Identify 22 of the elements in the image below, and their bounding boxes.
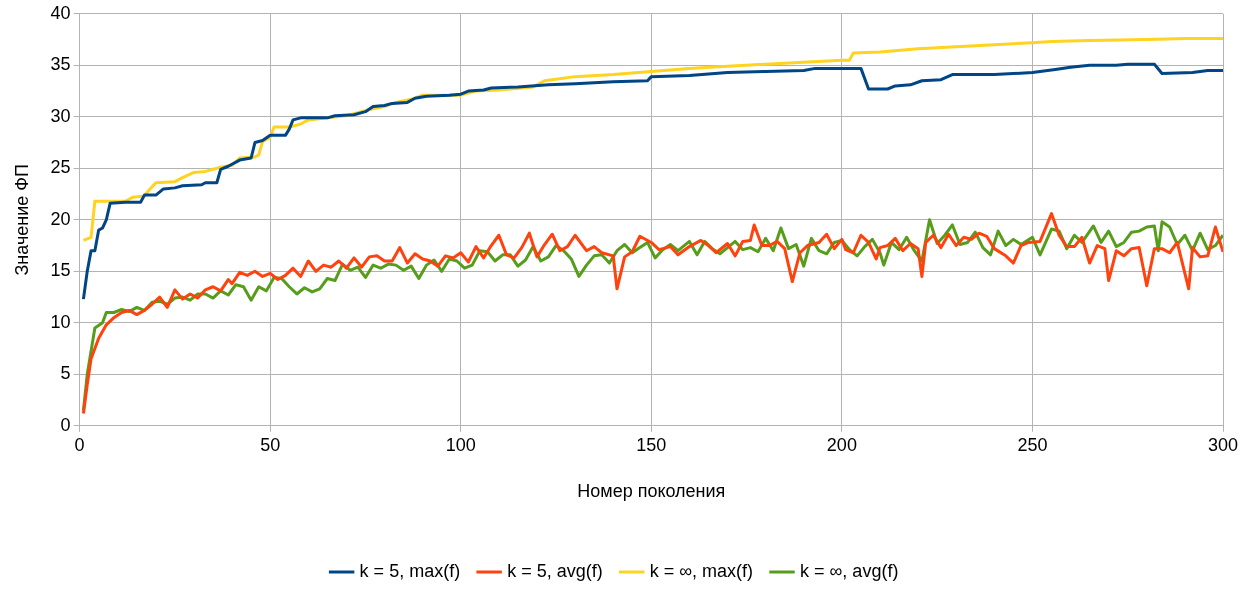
y-tick-label: 10 xyxy=(50,311,71,332)
y-axis-title: Значение ФП xyxy=(11,164,32,276)
x-tick-label: 250 xyxy=(1017,434,1048,455)
x-tick-label: 200 xyxy=(826,434,857,455)
legend-label: k = 5, avg(f) xyxy=(507,560,603,581)
x-tick-label: 150 xyxy=(636,434,667,455)
y-tick-label: 30 xyxy=(50,105,71,126)
y-tick-label: 35 xyxy=(50,54,71,75)
legend-label: k = ∞, max(f) xyxy=(649,560,754,581)
y-tick-label: 0 xyxy=(60,414,71,435)
x-tick-label: 0 xyxy=(74,434,85,455)
y-tick-label: 25 xyxy=(50,157,71,178)
x-tick-label: 300 xyxy=(1207,434,1239,455)
legend-label: k = ∞, avg(f) xyxy=(800,560,899,581)
legend-label: k = 5, max(f) xyxy=(359,560,461,581)
y-tick-label: 5 xyxy=(60,363,71,384)
y-tick-label: 20 xyxy=(50,208,71,229)
y-tick-label: 40 xyxy=(50,2,71,23)
x-tick-label: 50 xyxy=(260,434,281,455)
x-tick-label: 100 xyxy=(445,434,476,455)
x-axis-title: Номер поколения xyxy=(577,481,726,502)
y-tick-label: 15 xyxy=(50,260,71,281)
